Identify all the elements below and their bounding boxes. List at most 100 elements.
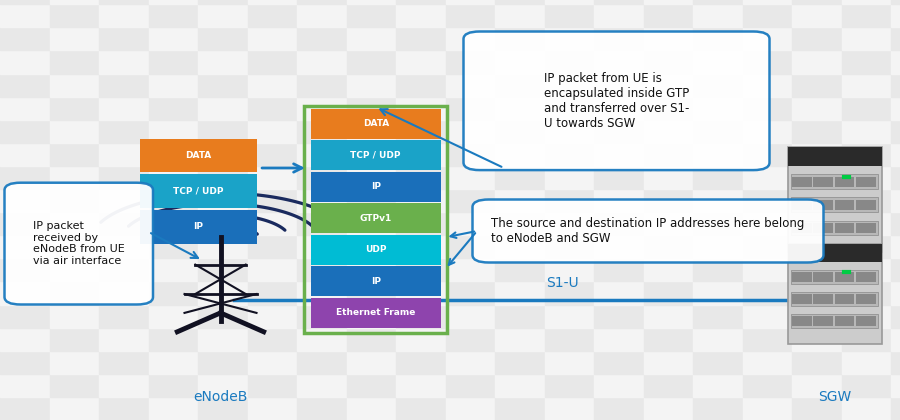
Bar [396, 351, 446, 374]
Bar [644, 212, 693, 235]
FancyBboxPatch shape [788, 244, 882, 262]
Bar [792, 212, 842, 235]
Bar [495, 351, 544, 374]
Bar [644, 235, 693, 258]
Bar [0, 4, 50, 27]
Bar [742, 235, 792, 258]
Bar [644, 27, 693, 50]
Bar [50, 212, 99, 235]
Bar [891, 397, 900, 420]
FancyBboxPatch shape [310, 172, 441, 202]
Bar [446, 397, 495, 420]
Bar [0, 143, 50, 166]
Bar [297, 50, 346, 74]
Bar [396, 304, 446, 328]
Bar [544, 397, 594, 420]
FancyBboxPatch shape [791, 174, 878, 189]
Bar [148, 189, 198, 212]
Text: TCP / UDP: TCP / UDP [350, 151, 401, 160]
Bar [99, 27, 148, 50]
Bar [594, 120, 644, 143]
Bar [792, 235, 842, 258]
Bar [544, 74, 594, 97]
Bar [742, 143, 792, 166]
FancyBboxPatch shape [788, 244, 882, 344]
FancyBboxPatch shape [792, 223, 812, 233]
Bar [891, 304, 900, 328]
Text: IP: IP [371, 182, 381, 191]
Bar [644, 189, 693, 212]
Bar [148, 50, 198, 74]
Bar [594, 397, 644, 420]
Bar [50, 258, 99, 281]
Bar [446, 166, 495, 189]
FancyBboxPatch shape [792, 272, 812, 282]
Bar [446, 212, 495, 235]
Bar [891, 212, 900, 235]
Bar [0, 74, 50, 97]
Text: GTPv1: GTPv1 [360, 214, 392, 223]
Bar [0, 328, 50, 351]
Bar [346, 397, 396, 420]
Bar [99, 120, 148, 143]
Bar [693, 235, 742, 258]
Bar [742, 328, 792, 351]
Bar [99, 397, 148, 420]
Bar [693, 120, 742, 143]
FancyBboxPatch shape [835, 294, 854, 304]
FancyBboxPatch shape [835, 316, 854, 326]
FancyBboxPatch shape [310, 235, 441, 265]
FancyBboxPatch shape [310, 141, 441, 170]
Bar [99, 304, 148, 328]
Bar [544, 4, 594, 27]
FancyBboxPatch shape [856, 200, 876, 210]
FancyBboxPatch shape [310, 204, 441, 233]
Bar [297, 281, 346, 304]
Bar [396, 143, 446, 166]
Bar [693, 304, 742, 328]
Bar [198, 50, 248, 74]
Bar [346, 235, 396, 258]
Bar [198, 166, 248, 189]
Bar [644, 304, 693, 328]
Bar [248, 212, 297, 235]
FancyBboxPatch shape [310, 298, 441, 328]
Bar [842, 304, 891, 328]
Bar [297, 27, 346, 50]
Bar [495, 4, 544, 27]
Bar [544, 27, 594, 50]
Bar [346, 351, 396, 374]
Bar [495, 166, 544, 189]
Bar [742, 27, 792, 50]
Bar [297, 235, 346, 258]
Text: S1-U: S1-U [546, 276, 579, 290]
Bar [594, 50, 644, 74]
FancyBboxPatch shape [856, 223, 876, 233]
Bar [396, 50, 446, 74]
Bar [495, 120, 544, 143]
Bar [446, 50, 495, 74]
Bar [544, 0, 594, 4]
Bar [446, 351, 495, 374]
Bar [792, 74, 842, 97]
Bar [544, 212, 594, 235]
Bar [842, 281, 891, 304]
Bar [396, 120, 446, 143]
Bar [792, 189, 842, 212]
Bar [396, 97, 446, 120]
Bar [0, 397, 50, 420]
FancyBboxPatch shape [310, 267, 441, 296]
Bar [148, 281, 198, 304]
Bar [248, 166, 297, 189]
Bar [594, 212, 644, 235]
FancyBboxPatch shape [4, 183, 153, 304]
Bar [891, 328, 900, 351]
Bar [842, 212, 891, 235]
Bar [297, 258, 346, 281]
Bar [742, 74, 792, 97]
Bar [842, 235, 891, 258]
Bar [742, 374, 792, 397]
FancyBboxPatch shape [856, 177, 876, 187]
Bar [693, 97, 742, 120]
Bar [891, 143, 900, 166]
